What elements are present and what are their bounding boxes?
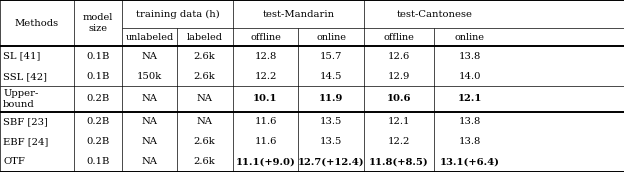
Text: 13.8: 13.8: [459, 117, 480, 126]
Text: NA: NA: [142, 137, 157, 146]
Text: 15.7: 15.7: [320, 52, 343, 61]
Text: 12.7(+12.4): 12.7(+12.4): [298, 157, 364, 166]
Text: NA: NA: [142, 117, 157, 126]
Text: training data (h): training data (h): [135, 9, 220, 19]
Text: 13.5: 13.5: [320, 117, 343, 126]
Text: 12.6: 12.6: [388, 52, 410, 61]
Text: SBF [23]: SBF [23]: [3, 117, 48, 126]
Text: labeled: labeled: [187, 33, 223, 42]
Text: NA: NA: [142, 157, 157, 166]
Text: 13.8: 13.8: [459, 137, 480, 146]
Text: 0.1B: 0.1B: [86, 157, 110, 166]
Text: offline: offline: [384, 33, 414, 42]
Text: SSL [42]: SSL [42]: [3, 72, 47, 81]
Text: 2.6k: 2.6k: [194, 52, 215, 61]
Text: EBF [24]: EBF [24]: [3, 137, 49, 146]
Text: 2.6k: 2.6k: [194, 72, 215, 81]
Text: 150k: 150k: [137, 72, 162, 81]
Text: NA: NA: [197, 117, 213, 126]
Text: 0.2B: 0.2B: [86, 94, 110, 104]
Text: 11.9: 11.9: [319, 94, 344, 104]
Text: 12.2: 12.2: [255, 72, 276, 81]
Text: SL [41]: SL [41]: [3, 52, 41, 61]
Text: 2.6k: 2.6k: [194, 137, 215, 146]
Text: 13.5: 13.5: [320, 137, 343, 146]
Text: 0.2B: 0.2B: [86, 117, 110, 126]
Text: test-Mandarin: test-Mandarin: [263, 10, 334, 19]
Text: 10.6: 10.6: [387, 94, 411, 104]
Text: 12.2: 12.2: [388, 137, 410, 146]
Text: online: online: [454, 33, 485, 42]
Text: Methods: Methods: [15, 19, 59, 28]
Text: test-Cantonese: test-Cantonese: [397, 10, 473, 19]
Text: NA: NA: [142, 94, 157, 104]
Text: 12.8: 12.8: [255, 52, 276, 61]
Text: model
size: model size: [83, 13, 113, 33]
Text: 0.1B: 0.1B: [86, 72, 110, 81]
Text: 12.9: 12.9: [388, 72, 410, 81]
Text: 0.2B: 0.2B: [86, 137, 110, 146]
Text: 12.1: 12.1: [388, 117, 411, 126]
Text: 2.6k: 2.6k: [194, 157, 215, 166]
Text: 13.1(+6.4): 13.1(+6.4): [439, 157, 500, 166]
Text: OTF: OTF: [3, 157, 25, 166]
Text: 11.8(+8.5): 11.8(+8.5): [369, 157, 429, 166]
Text: online: online: [316, 33, 346, 42]
Text: NA: NA: [197, 94, 213, 104]
Text: 14.5: 14.5: [320, 72, 343, 81]
Text: 11.6: 11.6: [255, 137, 276, 146]
Text: 13.8: 13.8: [459, 52, 480, 61]
Text: 11.6: 11.6: [255, 117, 276, 126]
Text: 14.0: 14.0: [458, 72, 481, 81]
Text: unlabeled: unlabeled: [125, 33, 173, 42]
Text: offline: offline: [250, 33, 281, 42]
Text: 10.1: 10.1: [253, 94, 278, 104]
Text: NA: NA: [142, 52, 157, 61]
Text: 12.1: 12.1: [457, 94, 482, 104]
Text: 0.1B: 0.1B: [86, 52, 110, 61]
Text: 11.1(+9.0): 11.1(+9.0): [236, 157, 295, 166]
Text: Upper-
bound: Upper- bound: [3, 89, 39, 109]
